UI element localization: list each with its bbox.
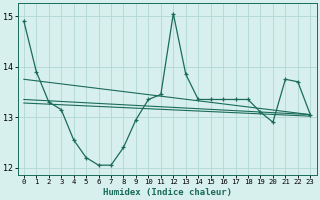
X-axis label: Humidex (Indice chaleur): Humidex (Indice chaleur) [103,188,232,197]
